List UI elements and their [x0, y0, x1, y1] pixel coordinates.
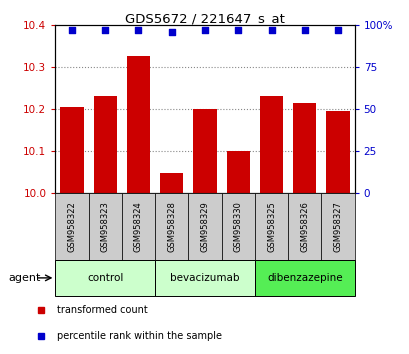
Text: agent: agent — [8, 273, 40, 283]
Text: transformed count: transformed count — [57, 305, 148, 315]
Text: dibenzazepine: dibenzazepine — [266, 273, 342, 283]
Bar — [254, 260, 354, 296]
Text: GDS5672 / 221647_s_at: GDS5672 / 221647_s_at — [125, 12, 284, 25]
Point — [168, 29, 175, 34]
Text: GSM958323: GSM958323 — [101, 201, 110, 252]
Bar — [126, 56, 150, 193]
Point — [102, 27, 108, 33]
Bar — [155, 260, 254, 296]
Point — [301, 27, 307, 33]
Bar — [254, 193, 288, 260]
Point — [69, 27, 75, 33]
Bar — [88, 193, 121, 260]
Text: GSM958324: GSM958324 — [134, 201, 143, 252]
Text: GSM958328: GSM958328 — [167, 201, 176, 252]
Bar — [292, 103, 316, 193]
Bar — [193, 109, 216, 193]
Text: bevacizumab: bevacizumab — [170, 273, 239, 283]
Text: GSM958325: GSM958325 — [266, 201, 275, 252]
Bar — [55, 193, 88, 260]
Bar — [121, 193, 155, 260]
Bar — [60, 107, 83, 193]
Text: GSM958327: GSM958327 — [333, 201, 342, 252]
Text: GSM958322: GSM958322 — [67, 201, 76, 252]
Bar — [55, 260, 155, 296]
Bar — [326, 111, 349, 193]
Bar — [93, 96, 117, 193]
Text: GSM958329: GSM958329 — [200, 201, 209, 252]
Text: GSM958326: GSM958326 — [299, 201, 308, 252]
Bar — [288, 193, 321, 260]
Bar — [155, 193, 188, 260]
Point — [234, 27, 241, 33]
Text: GSM958330: GSM958330 — [233, 201, 242, 252]
Text: control: control — [87, 273, 123, 283]
Bar — [160, 173, 183, 193]
Bar — [188, 193, 221, 260]
Point — [135, 27, 142, 33]
Point — [267, 27, 274, 33]
Bar — [321, 193, 354, 260]
Point — [334, 27, 340, 33]
Bar — [259, 96, 283, 193]
Bar — [226, 151, 249, 193]
Bar — [221, 193, 254, 260]
Point — [201, 27, 208, 33]
Text: percentile rank within the sample: percentile rank within the sample — [57, 331, 222, 342]
